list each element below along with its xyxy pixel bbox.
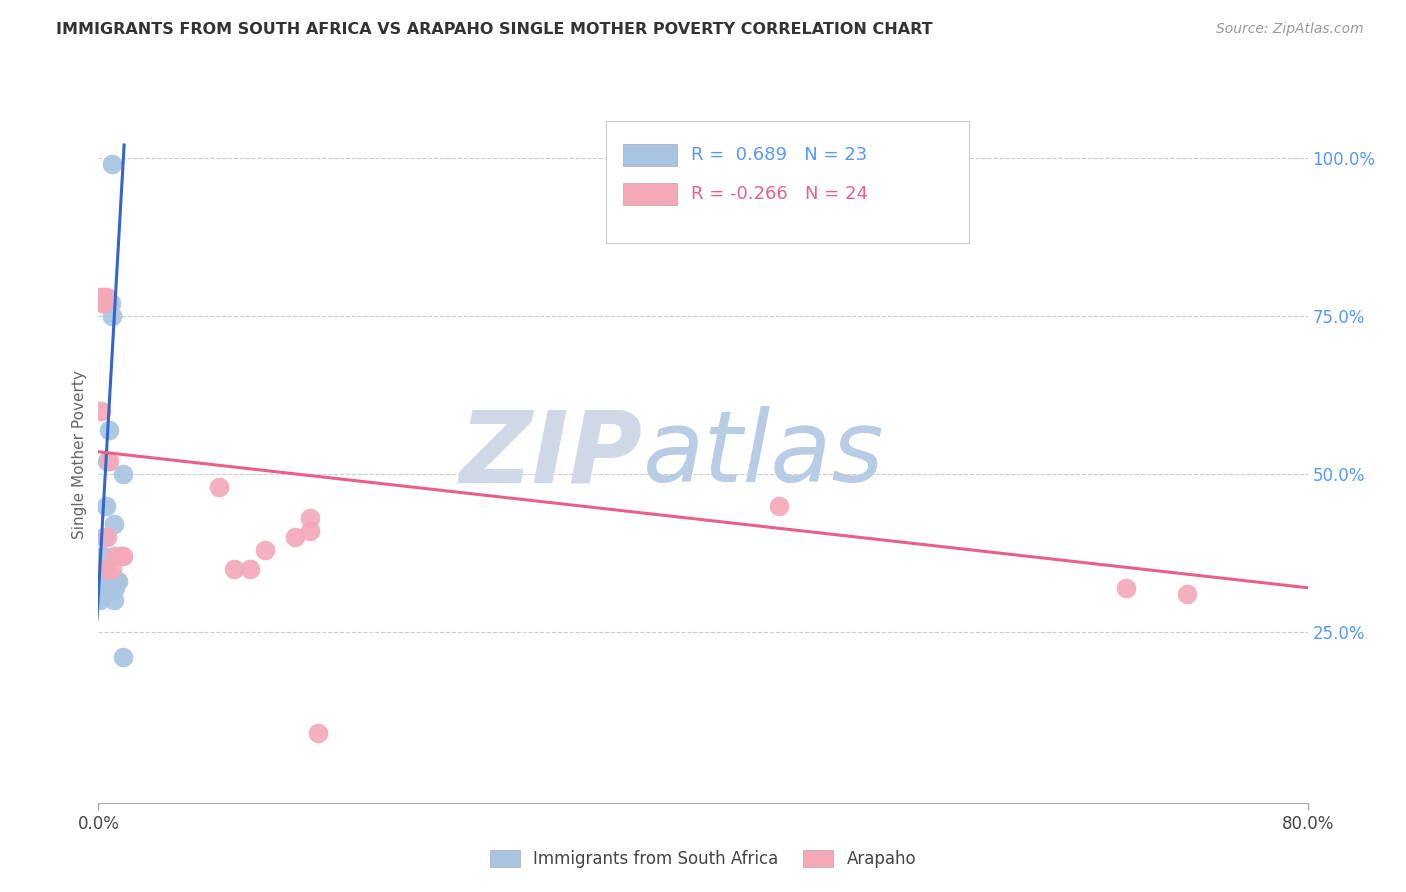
Point [89, 593, 111, 607]
Point [91, 296, 114, 310]
Point [98, 423, 121, 437]
Point [299, 511, 322, 525]
Point [307, 726, 329, 740]
Point [104, 574, 127, 589]
Point [101, 309, 124, 323]
Point [98, 296, 121, 310]
Point [284, 530, 307, 544]
Point [96, 530, 118, 544]
Point [111, 467, 134, 481]
Point [96, 562, 118, 576]
Point [253, 542, 276, 557]
Point [100, 296, 122, 310]
Point [90, 581, 112, 595]
Point [103, 517, 125, 532]
Point [93, 290, 115, 304]
Point [101, 157, 124, 171]
Point [111, 549, 134, 563]
Point [101, 562, 124, 576]
Point [103, 593, 125, 607]
Point [91, 296, 114, 310]
Point [208, 479, 231, 493]
Text: atlas: atlas [643, 407, 884, 503]
Point [107, 574, 129, 589]
Text: ZIP: ZIP [460, 407, 643, 503]
Point [94, 499, 117, 513]
Point [91, 549, 114, 563]
Point [1115, 581, 1137, 595]
Point [94, 562, 117, 576]
Text: R = -0.266   N = 24: R = -0.266 N = 24 [690, 186, 868, 203]
Point [96, 454, 118, 468]
Point [103, 549, 125, 563]
Text: R =  0.689   N = 23: R = 0.689 N = 23 [690, 146, 868, 164]
Point [224, 562, 246, 576]
Text: IMMIGRANTS FROM SOUTH AFRICA VS ARAPAHO SINGLE MOTHER POVERTY CORRELATION CHART: IMMIGRANTS FROM SOUTH AFRICA VS ARAPAHO … [56, 22, 932, 37]
Point [110, 549, 132, 563]
Point [768, 499, 790, 513]
Text: Source: ZipAtlas.com: Source: ZipAtlas.com [1216, 22, 1364, 37]
Point [239, 562, 262, 576]
Point [93, 530, 115, 544]
Legend: Immigrants from South Africa, Arapaho: Immigrants from South Africa, Arapaho [484, 843, 922, 874]
Point [1175, 587, 1198, 601]
Point [94, 562, 117, 576]
Point [93, 587, 115, 601]
Y-axis label: Single Mother Poverty: Single Mother Poverty [72, 370, 87, 540]
Point [91, 574, 114, 589]
Point [111, 650, 134, 665]
Point [96, 290, 118, 304]
Point [104, 581, 127, 595]
Point [89, 290, 111, 304]
Point [98, 454, 121, 468]
Point [90, 403, 112, 417]
Point [105, 574, 128, 589]
Point [299, 524, 322, 538]
